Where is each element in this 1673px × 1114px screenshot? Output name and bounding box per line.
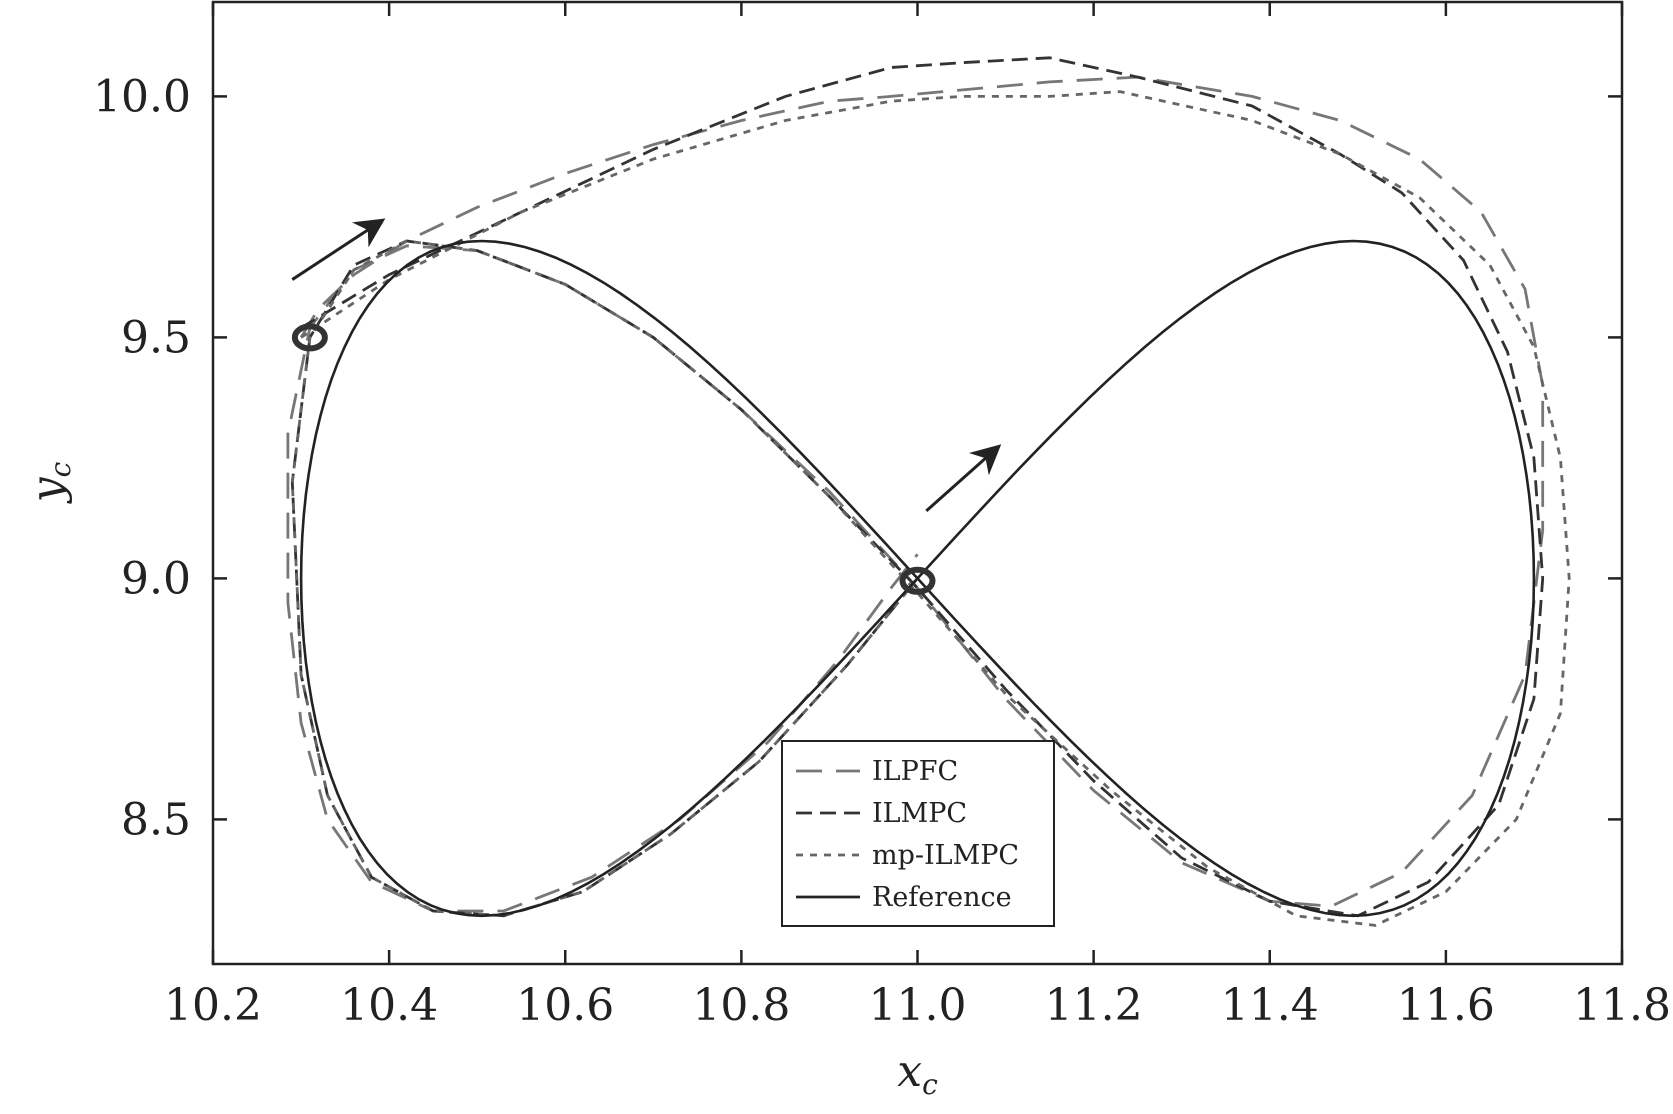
series-layer xyxy=(286,56,1571,927)
direction-arrow-upper xyxy=(291,218,386,281)
start-marker-ilc xyxy=(291,323,328,352)
series-line-reference xyxy=(299,239,1536,918)
y-tick-label: 10.0 xyxy=(93,71,191,122)
x-tick-label: 11.8 xyxy=(1573,980,1671,1031)
y-tick-label: 8.5 xyxy=(121,794,191,845)
series-line-ilmpc xyxy=(290,56,1545,918)
x-tick-label: 11.0 xyxy=(869,980,967,1031)
y-axis-label: yc xyxy=(22,461,77,504)
start-marker-reference xyxy=(899,566,936,595)
marker-layer xyxy=(291,218,1002,595)
x-tick-label: 11.2 xyxy=(1045,980,1143,1031)
legend-label-ilmpc: ILMPC xyxy=(872,798,967,829)
legend-box xyxy=(781,740,1055,927)
legend-label-reference: Reference xyxy=(872,882,1012,913)
y-tick-label: 9.5 xyxy=(121,312,191,363)
x-tick-label: 11.4 xyxy=(1221,980,1319,1031)
legend: ILPFC ILMPC mp-ILMPC Reference xyxy=(781,740,1055,927)
x-tick-label: 11.6 xyxy=(1397,980,1495,1031)
x-tick-label: 10.2 xyxy=(164,980,262,1031)
tick-layer: 10.2 10.4 10.6 10.8 11.0 11.2 11.4 11.6 11.8 8.5 9… xyxy=(93,2,1671,1031)
legend-label-mp-ilmpc: mp-ILMPC xyxy=(872,840,1019,871)
legend-label-ilpfc: ILPFC xyxy=(872,756,958,787)
direction-arrow-center xyxy=(925,444,1002,513)
series-line-ilpfc xyxy=(286,75,1545,913)
x-axis-label: xc xyxy=(897,1046,938,1101)
y-tick-label: 9.0 xyxy=(121,553,191,604)
series-line-mp-ilmpc xyxy=(290,90,1571,927)
x-tick-label: 10.8 xyxy=(692,980,790,1031)
x-tick-label: 10.6 xyxy=(516,980,614,1031)
x-tick-label: 10.4 xyxy=(340,980,438,1031)
